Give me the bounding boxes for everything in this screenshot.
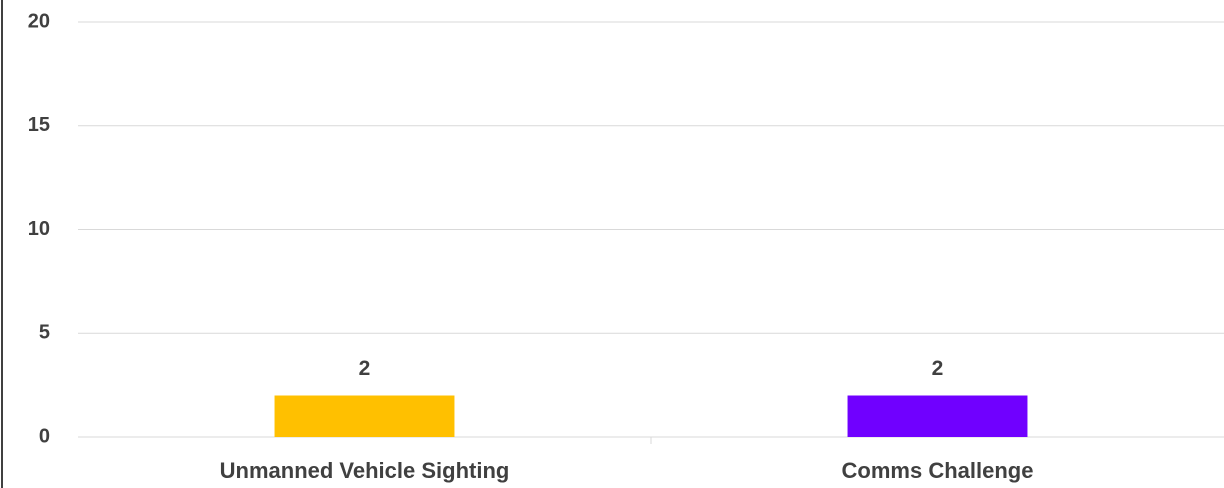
bar <box>274 395 455 437</box>
y-tick-label: 20 <box>28 10 50 32</box>
x-tick-label: Unmanned Vehicle Sighting <box>220 458 510 483</box>
y-tick-label: 15 <box>28 114 50 136</box>
y-tick-label: 0 <box>39 425 50 447</box>
y-tick-label: 5 <box>39 322 50 344</box>
bar <box>847 395 1028 437</box>
data-label: 2 <box>932 357 944 380</box>
y-tick-label: 10 <box>28 218 50 240</box>
data-label: 2 <box>359 357 371 380</box>
x-tick-label: Comms Challenge <box>842 458 1034 483</box>
